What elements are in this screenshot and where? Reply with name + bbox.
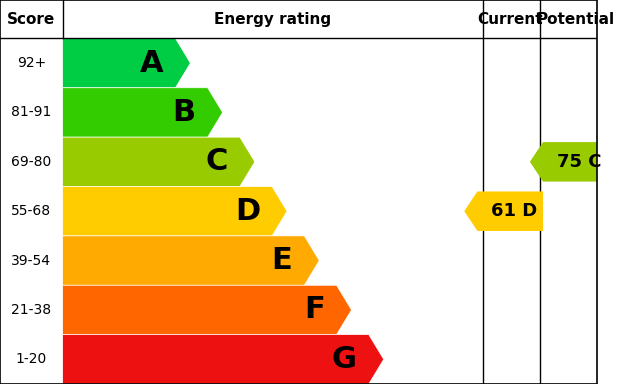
Text: 1-20: 1-20 xyxy=(15,352,47,366)
Text: 81-91: 81-91 xyxy=(11,106,51,119)
Text: Score: Score xyxy=(7,12,56,27)
Text: A: A xyxy=(140,49,163,78)
Text: Potential: Potential xyxy=(537,12,615,27)
Text: Energy rating: Energy rating xyxy=(214,12,332,27)
Text: G: G xyxy=(332,345,357,374)
Text: F: F xyxy=(304,295,324,324)
Text: 92+: 92+ xyxy=(17,56,46,70)
Text: 61 D: 61 D xyxy=(491,202,537,220)
Text: 55-68: 55-68 xyxy=(11,204,51,218)
Text: 75 C: 75 C xyxy=(558,153,602,171)
Text: Current: Current xyxy=(477,12,543,27)
Text: B: B xyxy=(173,98,196,127)
Polygon shape xyxy=(63,187,287,236)
Text: D: D xyxy=(235,197,260,226)
Polygon shape xyxy=(63,137,255,187)
Polygon shape xyxy=(530,142,608,182)
Polygon shape xyxy=(464,192,543,231)
Polygon shape xyxy=(63,38,191,88)
Polygon shape xyxy=(63,236,319,285)
Polygon shape xyxy=(63,88,223,137)
Text: C: C xyxy=(206,147,228,176)
Text: 21-38: 21-38 xyxy=(11,303,51,317)
Text: 39-54: 39-54 xyxy=(11,253,51,268)
Polygon shape xyxy=(63,285,352,334)
Polygon shape xyxy=(63,334,384,384)
Text: 69-80: 69-80 xyxy=(11,155,51,169)
Text: E: E xyxy=(272,246,292,275)
